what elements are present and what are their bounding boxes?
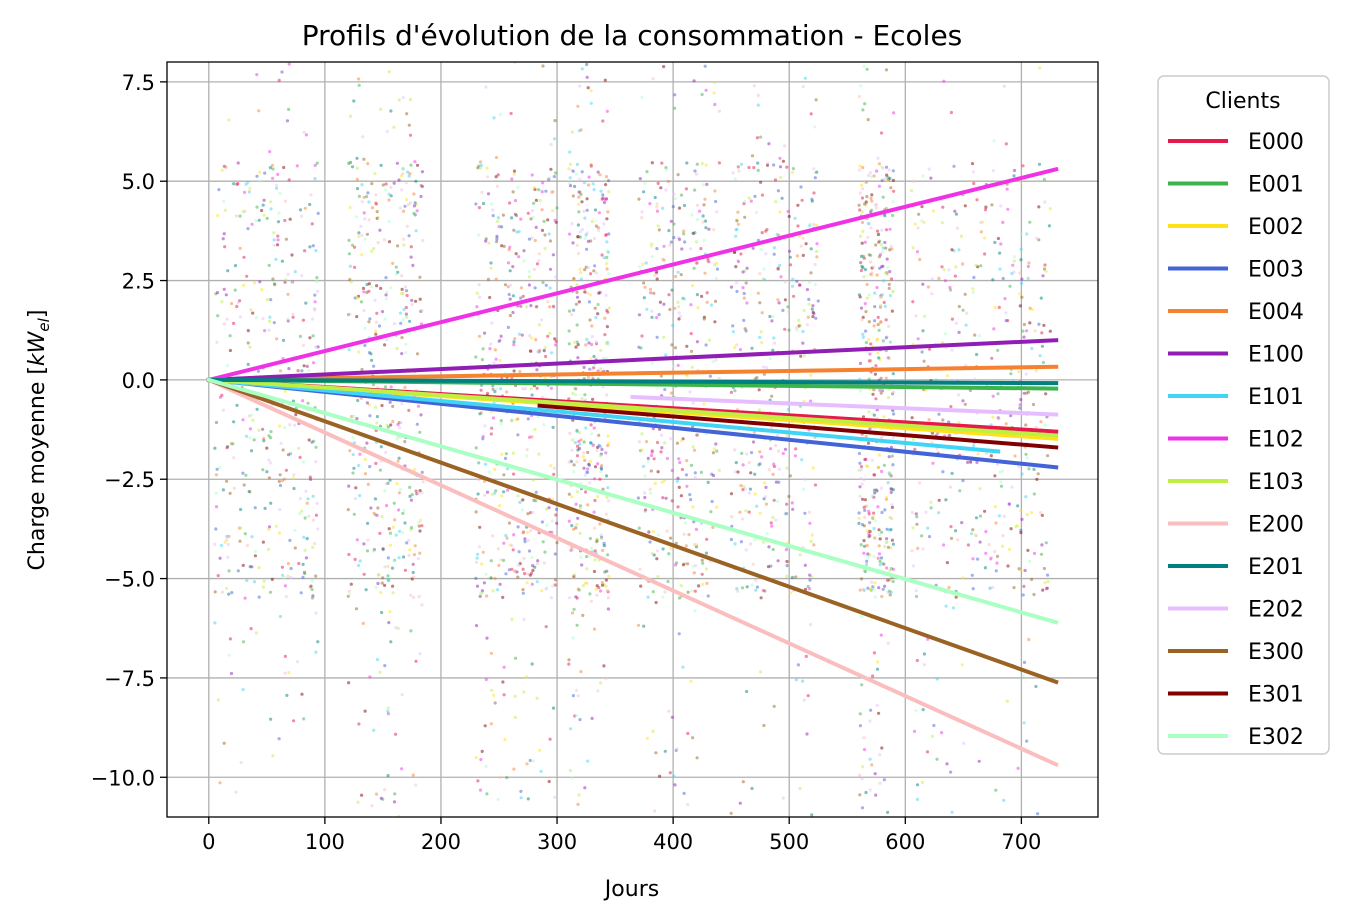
series-line-e102 xyxy=(206,166,1059,383)
series-line-e201 xyxy=(206,377,1059,386)
series-line-e004 xyxy=(206,364,1059,382)
y-tick-label: 7.5 xyxy=(122,71,155,95)
series-line-e103 xyxy=(206,377,1059,438)
legend-label-e004: E004 xyxy=(1248,300,1304,325)
legend-label-e002: E002 xyxy=(1248,215,1304,240)
legend-label-e102: E102 xyxy=(1248,428,1304,453)
y-tick-label: −2.5 xyxy=(104,468,155,492)
series-line-e101 xyxy=(206,377,1001,454)
series-lines xyxy=(206,166,1059,768)
legend-label-e201: E201 xyxy=(1248,555,1304,580)
series-line-e300 xyxy=(206,377,1059,685)
y-axis-label: Charge moyenne [kWel] xyxy=(25,310,53,571)
legend-title: Clients xyxy=(1205,89,1280,114)
legend-label-e200: E200 xyxy=(1248,513,1304,538)
y-tick-label: −10.0 xyxy=(91,766,155,790)
legend-label-e100: E100 xyxy=(1248,343,1304,368)
y-tick-label: 2.5 xyxy=(122,270,155,294)
x-axis-label: Jours xyxy=(603,877,659,902)
legend-label-e103: E103 xyxy=(1248,470,1304,495)
series-line-e301 xyxy=(537,403,1059,450)
series-line-e202 xyxy=(630,394,1059,417)
legend: Clients E000 E001 E002 E003 E004 E100 E101 E102… xyxy=(1157,75,1330,755)
legend-label-e000: E000 xyxy=(1248,130,1304,155)
x-tick-label: 0 xyxy=(202,830,215,854)
scatter-cloud xyxy=(213,62,1052,817)
legend-label-e101: E101 xyxy=(1248,385,1304,410)
x-tick-label: 200 xyxy=(421,830,461,854)
y-tick-label: −7.5 xyxy=(104,667,155,691)
x-tick-label: 300 xyxy=(537,830,577,854)
x-tick-label: 500 xyxy=(769,830,809,854)
legend-label-e300: E300 xyxy=(1248,640,1304,665)
legend-label-e301: E301 xyxy=(1248,683,1304,708)
y-tick-label: −5.0 xyxy=(104,568,155,592)
series-line-e200 xyxy=(206,377,1059,768)
legend-label-e001: E001 xyxy=(1248,173,1304,198)
chart-title: Profils d'évolution de la consommation -… xyxy=(302,19,963,52)
series-line-e302 xyxy=(206,377,1059,625)
legend-label-e202: E202 xyxy=(1248,598,1304,623)
legend-label-e302: E302 xyxy=(1248,725,1304,750)
legend-box xyxy=(1157,75,1330,755)
x-tick-label: 100 xyxy=(305,830,345,854)
x-tick-label: 400 xyxy=(653,830,693,854)
legend-items: E000 E001 E002 E003 E004 E100 E101 E102 E103 E200… xyxy=(1168,130,1304,750)
series-line-e100 xyxy=(206,338,1059,382)
y-axis: 7.5 5.0 2.5 0.0 −2.5 −5.0 −7.5 −10.0 xyxy=(91,71,167,790)
x-axis: 0 100 200 300 400 500 600 700 xyxy=(202,817,1041,854)
y-tick-label: 0.0 xyxy=(122,369,155,393)
x-tick-label: 600 xyxy=(885,830,925,854)
x-tick-label: 700 xyxy=(1001,830,1041,854)
y-tick-label: 5.0 xyxy=(122,170,155,194)
legend-label-e003: E003 xyxy=(1248,258,1304,283)
plot-frame xyxy=(166,61,1099,818)
